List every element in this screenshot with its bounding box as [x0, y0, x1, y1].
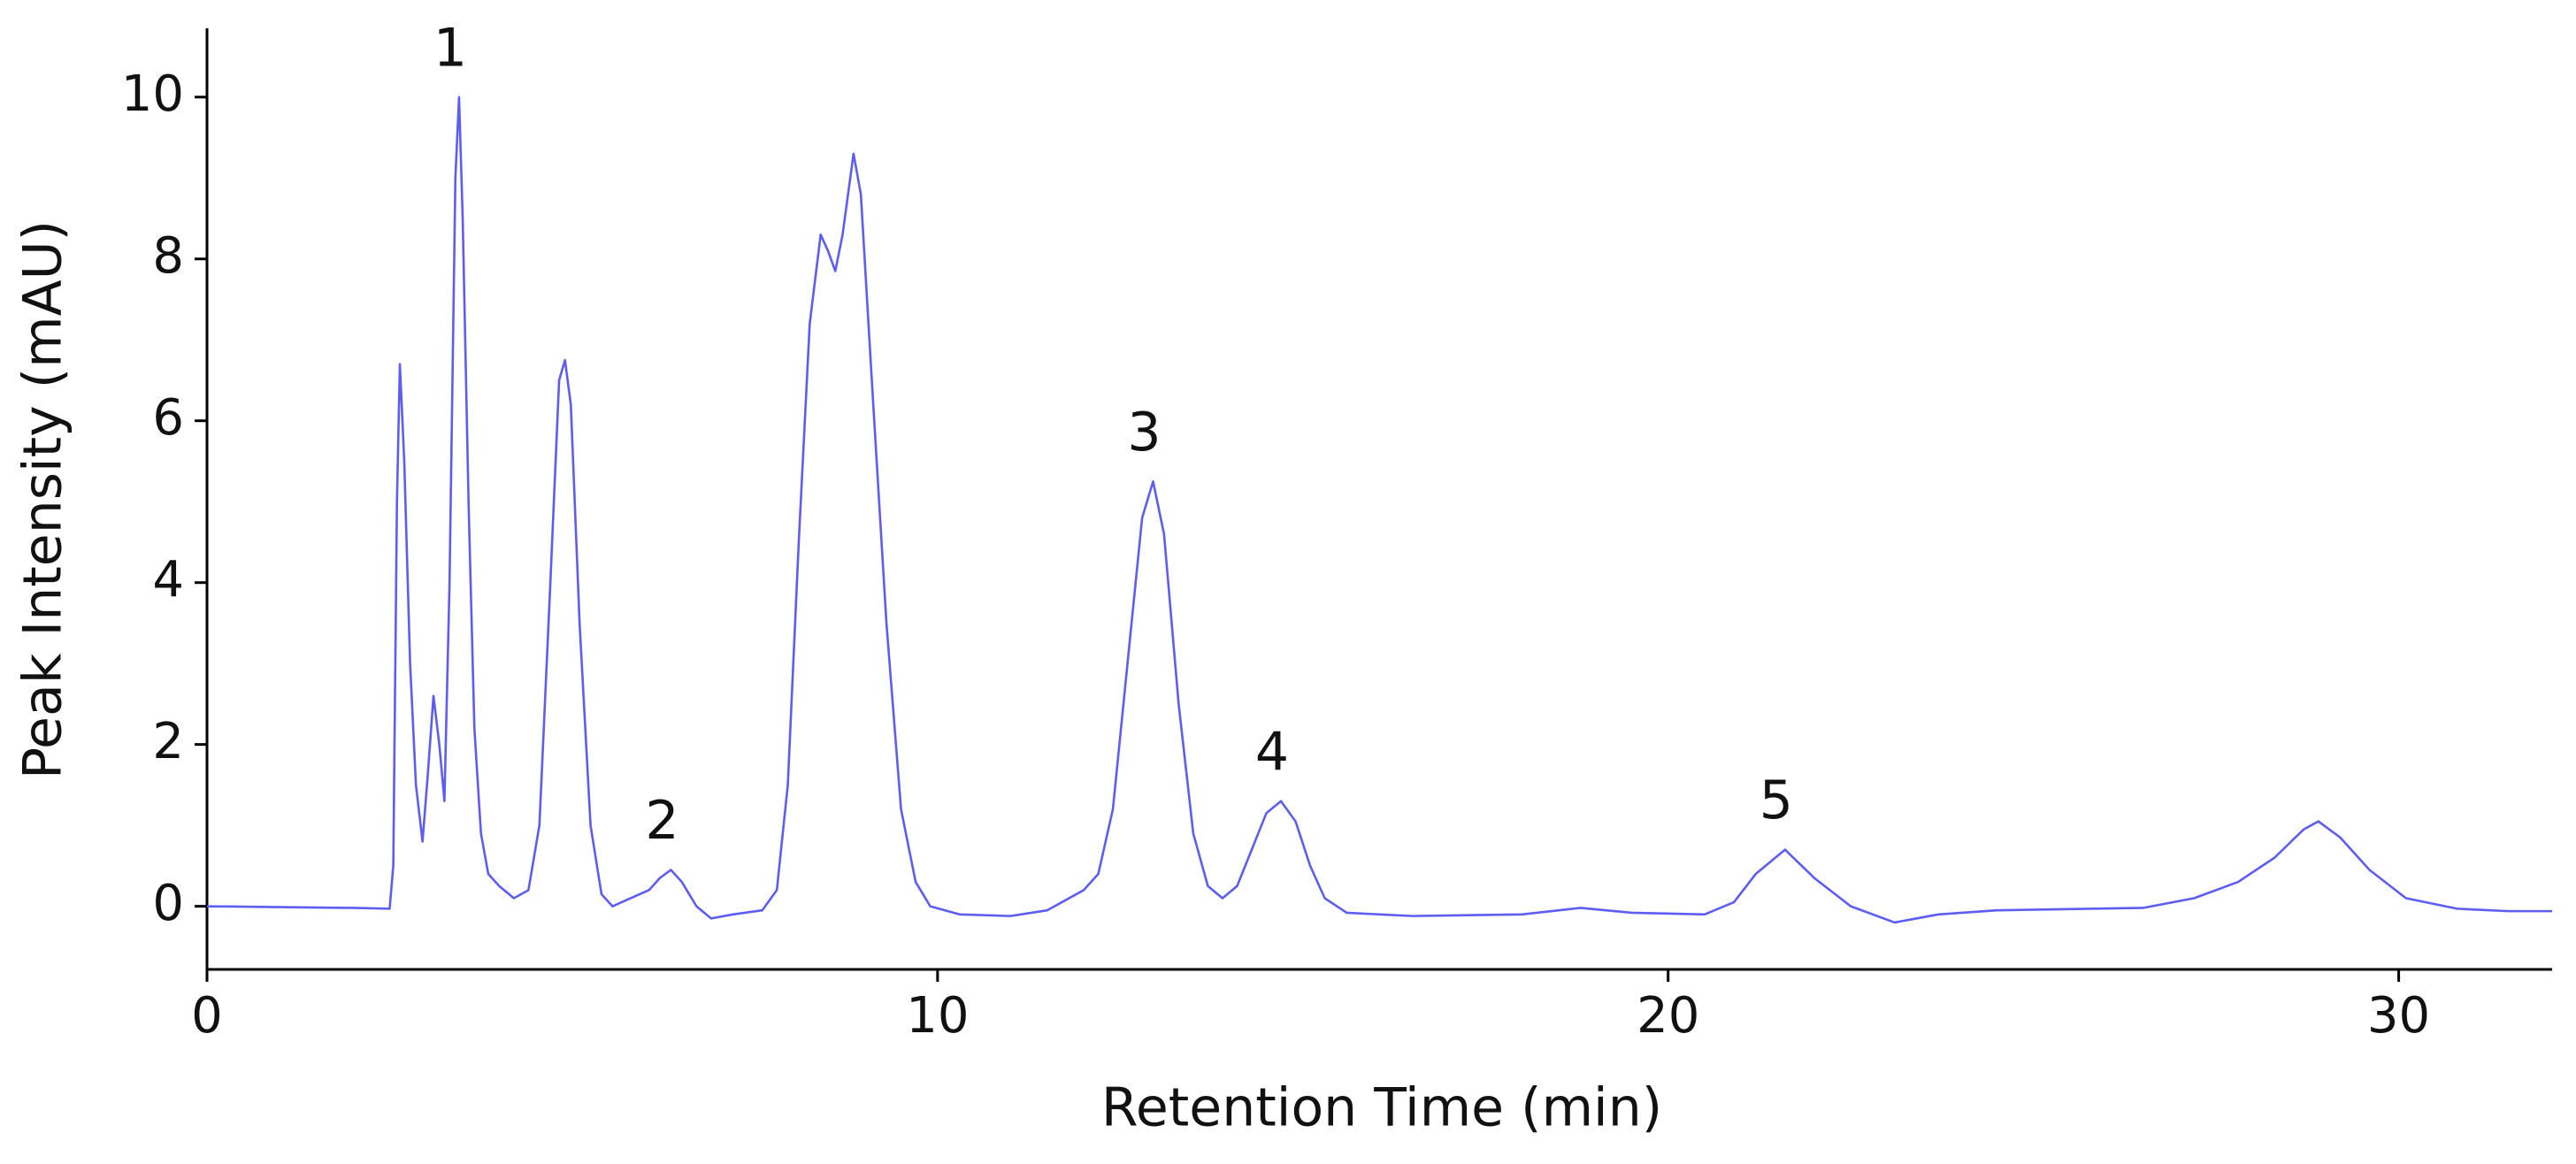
x-tick-label: 0 — [191, 987, 223, 1045]
y-tick-label: 10 — [121, 65, 184, 123]
y-tick-label: 0 — [152, 875, 184, 932]
x-axis-title: Retention Time (min) — [1101, 1077, 1662, 1139]
y-tick-label: 8 — [152, 227, 184, 285]
peak-label: 4 — [1255, 721, 1289, 783]
x-tick-label: 10 — [906, 987, 969, 1045]
y-axis-title: Peak Intensity (mAU) — [12, 220, 74, 779]
x-tick-label: 30 — [2367, 987, 2430, 1045]
line — [206, 96, 2552, 924]
x-tick-label: 20 — [1637, 987, 1699, 1045]
peak-label: 3 — [1127, 402, 1161, 463]
peak-label: 1 — [433, 17, 467, 79]
y-tick-label: 4 — [152, 551, 184, 609]
y-tick-label: 2 — [152, 713, 184, 770]
peak-label: 2 — [645, 790, 678, 852]
y-tick-label: 6 — [152, 389, 184, 447]
peak-label: 5 — [1760, 770, 1793, 831]
